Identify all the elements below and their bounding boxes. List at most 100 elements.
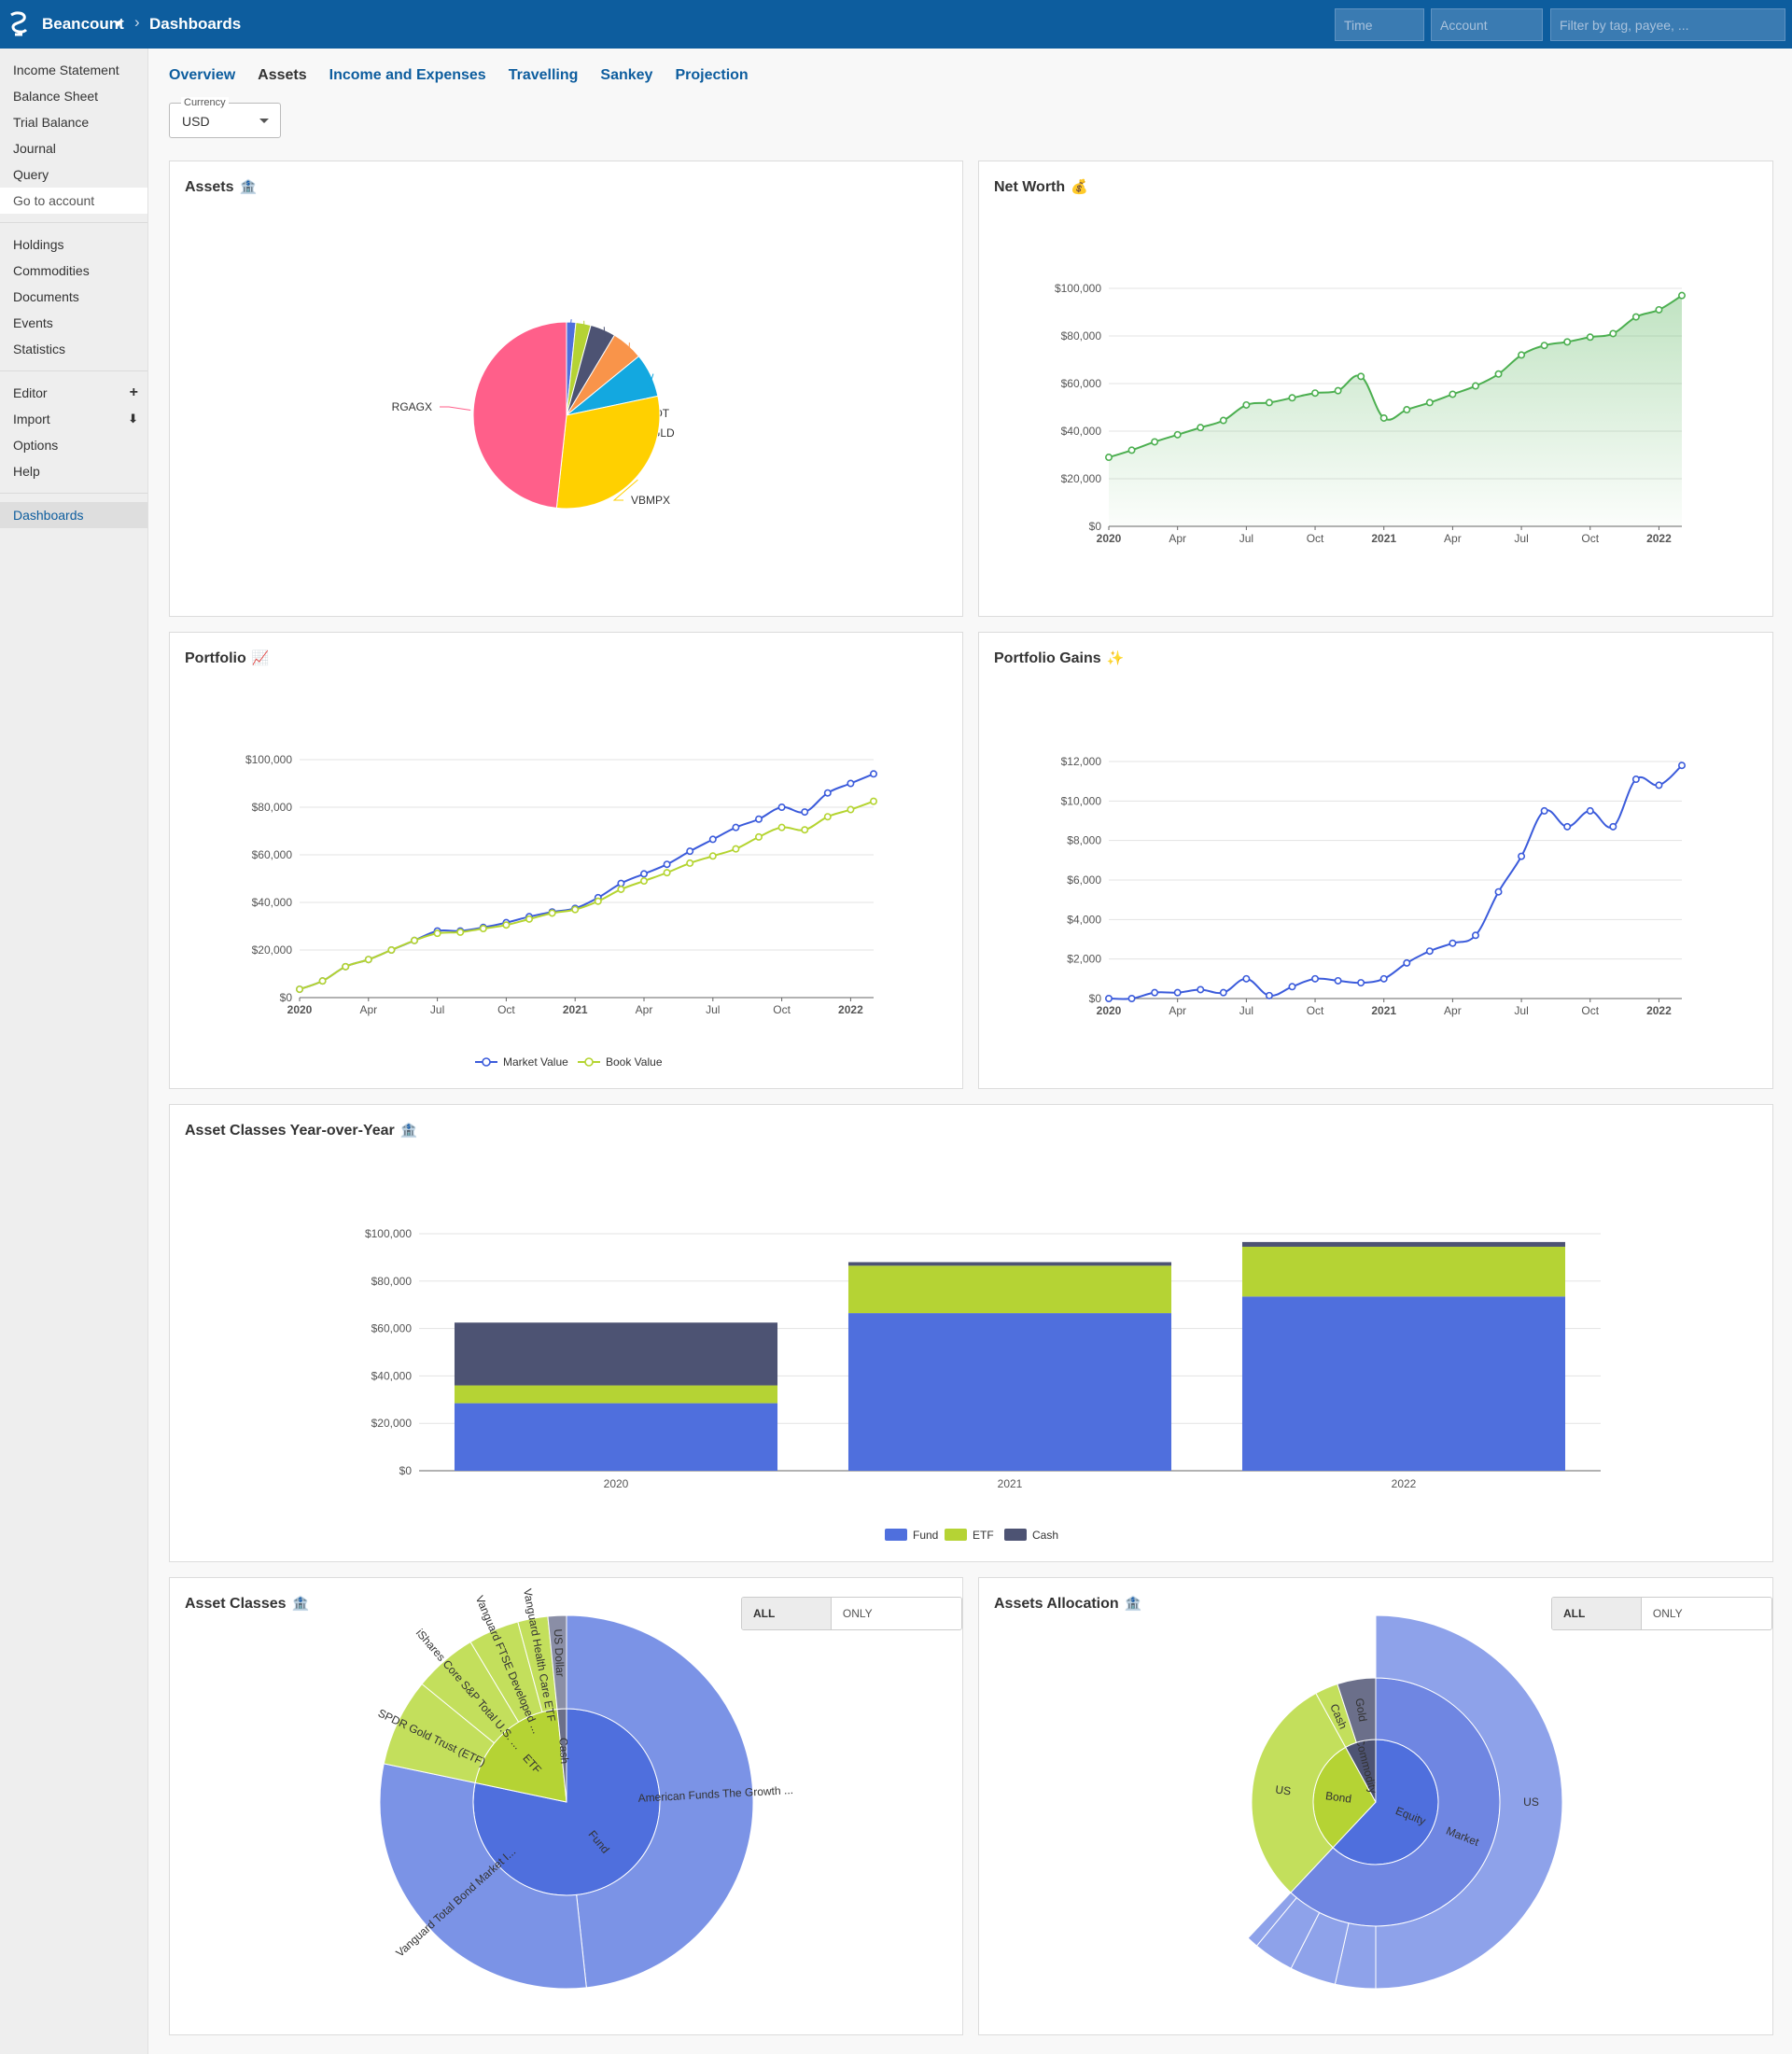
- currency-label: Currency: [181, 97, 229, 108]
- bank-icon: 🏦: [291, 1596, 310, 1612]
- sidebar-group-tools: Editor + Import ⬇ Options Help: [0, 371, 147, 494]
- data-point: [1173, 430, 1182, 439]
- data-point: [1655, 781, 1663, 789]
- sidebar-item-statistics[interactable]: Statistics: [13, 342, 66, 356]
- net-worth-chart: $0 $20,000 $40,000 $60,000 $80,000 $100,000 20…: [1055, 282, 1686, 545]
- x-tick-label: Oct: [497, 1003, 515, 1016]
- go-to-account-input[interactable]: Go to account: [0, 188, 147, 214]
- asset-classes-bar-chart: $0 $20,000 $40,000 $60,000 $80,000 $100,000 20…: [365, 1227, 1601, 1542]
- sidebar-item-commodities[interactable]: Commodities: [13, 263, 90, 278]
- add-icon[interactable]: +: [129, 384, 138, 400]
- data-point: [777, 823, 786, 831]
- tab-income-and-expenses[interactable]: Income and Expenses: [329, 67, 486, 83]
- x-tick-label: Jul: [1239, 1004, 1253, 1017]
- sidebar-item-events[interactable]: Events: [13, 315, 53, 330]
- tab-assets[interactable]: Assets: [258, 67, 307, 83]
- sidebar-item-income-statement[interactable]: Income Statement: [13, 63, 119, 77]
- data-point: [1219, 988, 1227, 997]
- data-point: [1425, 398, 1434, 407]
- sidebar-item-holdings[interactable]: Holdings: [13, 237, 64, 252]
- data-point: [1471, 382, 1479, 390]
- tab-projection[interactable]: Projection: [675, 67, 749, 83]
- sidebar-item-query[interactable]: Query: [13, 167, 49, 182]
- sidebar-item-help[interactable]: Help: [13, 464, 40, 479]
- bar-segment: [847, 1262, 1172, 1266]
- tag-payee-filter-input[interactable]: [1550, 8, 1785, 41]
- data-point: [1403, 406, 1411, 414]
- time-filter-input[interactable]: [1335, 8, 1424, 41]
- pie-slice: [472, 321, 567, 509]
- sunburst-label: US: [1275, 1782, 1292, 1797]
- tab-overview[interactable]: Overview: [169, 67, 236, 83]
- data-point: [1540, 806, 1548, 815]
- sidebar-item-options[interactable]: Options: [13, 438, 59, 453]
- data-point: [1265, 398, 1273, 407]
- series-line: [299, 800, 875, 991]
- bar-segment: [1241, 1296, 1566, 1471]
- legend-label: Cash: [1032, 1529, 1058, 1542]
- sidebar: Income Statement Balance Sheet Trial Bal…: [0, 49, 148, 2054]
- legend-marker: [584, 1057, 594, 1067]
- sidebar-item-balance-sheet[interactable]: Balance Sheet: [13, 89, 99, 104]
- net-worth-panel: Net Worth 💰 $0 $20,000 $40,000 $60,000 $80,00…: [978, 161, 1773, 617]
- account-filter-input[interactable]: [1431, 8, 1543, 41]
- beancount-logo-icon[interactable]: [7, 11, 30, 37]
- dashboard-tabs: Overview Assets Income and Expenses Trav…: [169, 67, 771, 84]
- x-tick-label: Oct: [1581, 532, 1599, 545]
- data-point: [639, 870, 648, 878]
- data-point: [433, 929, 441, 938]
- sunburst-label: US Dollar: [552, 1628, 567, 1677]
- data-point: [1518, 852, 1526, 860]
- area-fill: [1109, 295, 1682, 526]
- data-point: [1677, 291, 1686, 300]
- data-point: [639, 877, 648, 886]
- y-tick-label: $2,000: [1067, 953, 1101, 966]
- all-assets-button[interactable]: ALL ASSETS: [742, 1598, 832, 1629]
- money-bag-icon: 💰: [1071, 179, 1088, 195]
- panel-title: Asset Classes 🏦: [185, 1596, 310, 1612]
- data-point: [1288, 983, 1296, 991]
- x-tick-label: Jul: [706, 1003, 720, 1016]
- data-point: [1586, 806, 1594, 815]
- data-point: [1357, 979, 1365, 987]
- sidebar-item-import[interactable]: Import ⬇: [0, 406, 147, 432]
- y-tick-label: $20,000: [252, 943, 293, 957]
- tab-sankey[interactable]: Sankey: [600, 67, 653, 83]
- pie-label-line: [612, 479, 638, 501]
- breadcrumb-separator-icon: ›: [134, 13, 140, 31]
- data-point: [823, 813, 832, 821]
- only-investments-button[interactable]: ONLY INVESTMENTS: [831, 1598, 961, 1629]
- y-tick-label: $60,000: [371, 1322, 413, 1335]
- sidebar-group-extensions: Dashboards: [0, 494, 147, 528]
- sidebar-item-trial-balance[interactable]: Trial Balance: [13, 115, 90, 130]
- x-tick-label: Jul: [1239, 532, 1253, 545]
- sidebar-item-editor[interactable]: Editor +: [0, 380, 147, 406]
- legend-swatch: [945, 1529, 967, 1541]
- x-tick-label: Oct: [773, 1003, 791, 1016]
- currency-select[interactable]: Currency USD: [169, 97, 281, 138]
- pie-label-line: [440, 406, 471, 411]
- data-point: [847, 779, 855, 788]
- only-investments-button[interactable]: ONLY INVESTMENTS: [1641, 1598, 1771, 1629]
- brand-dropdown-icon[interactable]: ▾: [116, 17, 122, 30]
- data-point: [847, 805, 855, 814]
- portfolio-gains-panel: Portfolio Gains ✨ $0 $2,000 $4,000 $6,000 $8,…: [978, 632, 1773, 1089]
- data-point: [1518, 351, 1526, 359]
- sunburst-outer-segment: [1375, 1614, 1563, 1990]
- sidebar-item-journal[interactable]: Journal: [13, 141, 56, 156]
- legend-label: Market Value: [503, 1055, 568, 1069]
- sidebar-item-dashboards[interactable]: Dashboards: [0, 502, 147, 528]
- tab-travelling[interactable]: Travelling: [508, 67, 579, 83]
- brand-title[interactable]: Beancount: [42, 15, 124, 33]
- data-point: [1105, 994, 1113, 1002]
- download-icon[interactable]: ⬇: [128, 412, 138, 426]
- data-point: [1425, 947, 1434, 956]
- y-tick-label: $100,000: [365, 1227, 412, 1240]
- x-tick-label: Oct: [1581, 1004, 1599, 1017]
- bar-segment: [454, 1403, 778, 1471]
- all-assets-button[interactable]: ALL ASSETS: [1552, 1598, 1642, 1629]
- data-point: [754, 815, 763, 823]
- sidebar-item-documents[interactable]: Documents: [13, 289, 79, 304]
- data-point: [1609, 329, 1617, 338]
